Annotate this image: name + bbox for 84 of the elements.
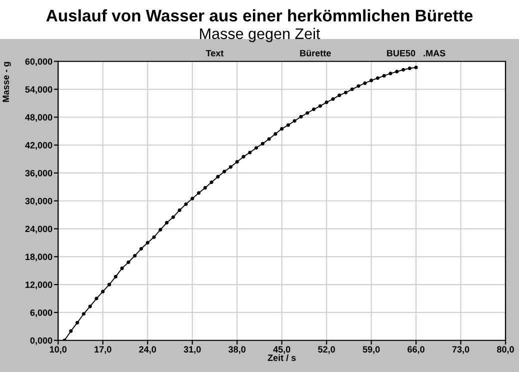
point (286, 123, 290, 127)
point (306, 111, 310, 115)
point (222, 170, 226, 174)
point (114, 274, 118, 278)
y-tick-label: 48,000 (25, 114, 52, 122)
x-tick-label: 31,0 (184, 346, 201, 354)
point (146, 240, 150, 245)
point (280, 127, 284, 131)
x-tick-label: 52,0 (318, 346, 335, 354)
point (196, 191, 201, 195)
point (324, 100, 328, 104)
point (164, 220, 169, 225)
text: Text (206, 50, 224, 56)
point (235, 160, 239, 164)
point (267, 137, 271, 141)
y-tick-label: 54,000 (25, 86, 52, 94)
point (350, 87, 354, 92)
point (395, 70, 399, 74)
point (292, 119, 296, 123)
point (184, 202, 188, 206)
point (299, 114, 303, 119)
point (382, 74, 386, 78)
point (248, 150, 252, 154)
x-axis-title: Zeit / s (268, 354, 296, 362)
y-tick-label: 0,000 (30, 337, 52, 346)
x-tick-label: 38,0 (228, 346, 246, 354)
x-tick-label: 66,0 (408, 346, 424, 354)
point (120, 266, 124, 270)
x-tick-label: 24,0 (139, 346, 156, 354)
y-tick-label: 36,000 (25, 170, 52, 178)
point (363, 81, 367, 86)
point (414, 66, 418, 70)
point (216, 174, 220, 179)
point (190, 196, 194, 200)
point (82, 312, 86, 316)
point (388, 72, 392, 76)
point (369, 78, 374, 82)
y-tick-label: 42,000 (25, 142, 52, 150)
point (274, 132, 278, 136)
x-tick-label: 73,0 (452, 346, 470, 354)
y-axis-title: Masse - g (2, 62, 11, 102)
y-tick-label: 30,000 (25, 198, 52, 206)
chart-subtitle: Masse gegen Zeit (200, 28, 320, 42)
text: BUE50 .MAS (387, 50, 446, 56)
point (408, 66, 412, 70)
y-tick-label: 12,000 (26, 282, 52, 290)
x-tick-label: 10,0 (50, 346, 67, 354)
y-tick-label: 18,000 (26, 254, 52, 262)
x-tick-label: 80,0 (497, 346, 514, 354)
point (356, 84, 360, 88)
point (254, 146, 258, 150)
point (133, 254, 137, 258)
point (210, 180, 214, 184)
y-tick-label: 60,000 (25, 58, 52, 66)
point (178, 208, 182, 212)
x-tick-label: 45,0 (273, 346, 290, 354)
point (94, 296, 98, 300)
point (228, 165, 232, 169)
point (376, 76, 380, 80)
point (107, 282, 112, 286)
point (344, 90, 348, 94)
point (171, 215, 175, 219)
point (260, 142, 264, 146)
y-tick-label: 24,000 (25, 226, 52, 234)
point (203, 186, 207, 190)
point (318, 104, 322, 108)
point (88, 304, 92, 308)
point (331, 97, 335, 101)
point (139, 246, 144, 251)
text: Bürette (300, 50, 331, 56)
point (242, 154, 246, 159)
y-tick-label: 6,000 (30, 309, 52, 318)
point (126, 260, 130, 264)
point (312, 107, 316, 112)
point (69, 329, 73, 333)
x-tick-label: 17,0 (94, 346, 112, 354)
point (338, 94, 342, 98)
x-tick-label: 59,0 (362, 346, 380, 354)
point (152, 235, 156, 239)
point (158, 228, 162, 232)
point (75, 320, 80, 325)
chart-title: Auslauf von Wasser aus einer herkömmlichen Bürette (46, 9, 473, 22)
point (401, 68, 406, 72)
point (101, 290, 105, 294)
